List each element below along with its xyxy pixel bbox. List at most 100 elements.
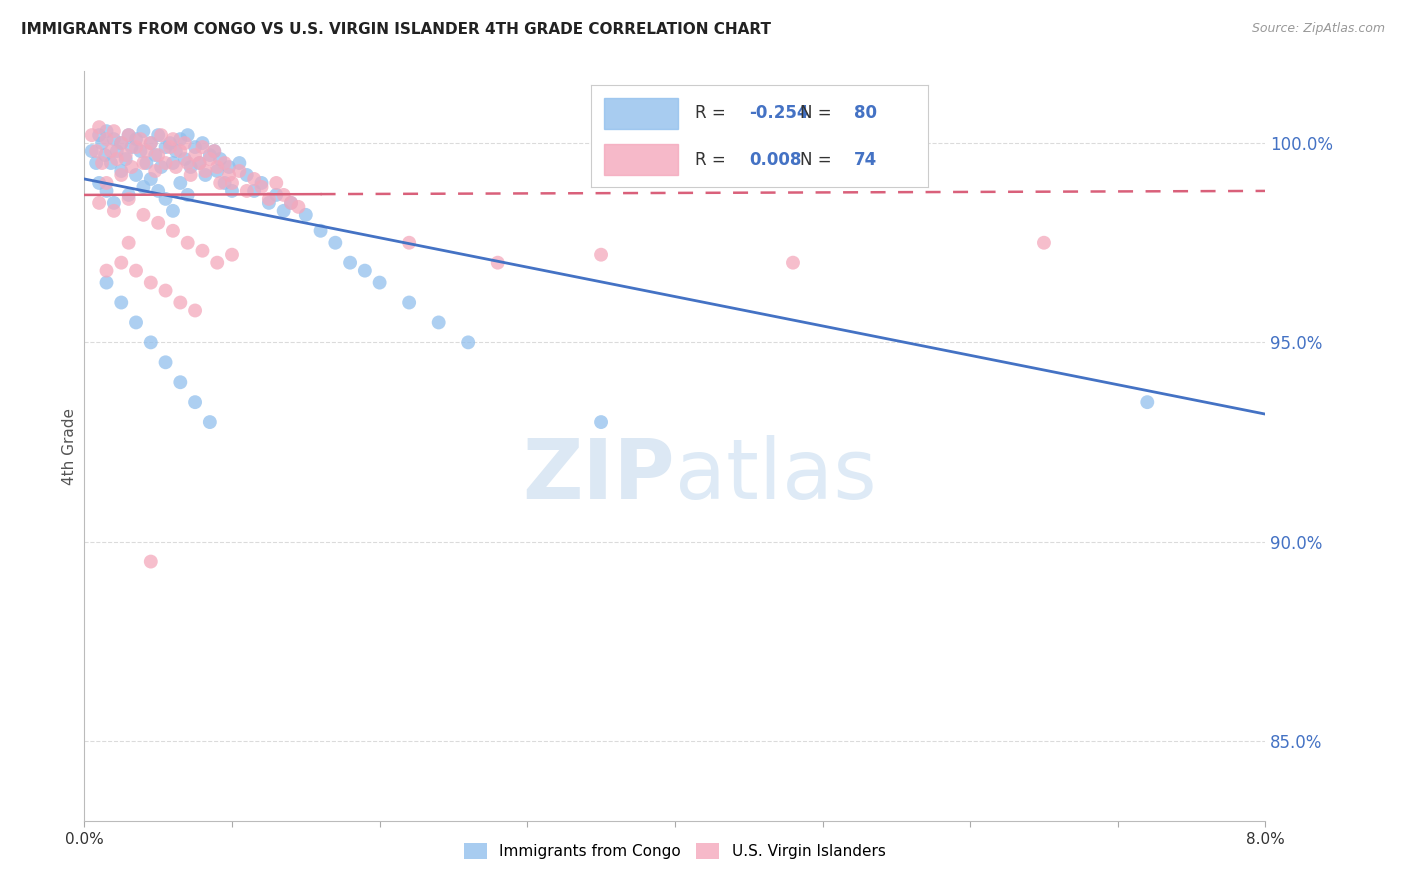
Text: R =: R = [695,151,731,169]
Point [591,415,613,429]
Point [125,132,148,146]
Point [150,160,173,174]
Point [228,164,250,178]
Point [207,164,229,178]
Point [191,140,214,154]
Point [148,128,170,142]
Point [96,263,118,277]
Text: ZIP: ZIP [523,435,675,516]
Point [169,144,191,158]
Point [209,176,232,190]
Legend: Immigrants from Congo, U.S. Virgin Islanders: Immigrants from Congo, U.S. Virgin Islan… [458,838,891,865]
Point [118,188,141,202]
Point [121,160,143,174]
Point [135,156,157,170]
Point [280,195,302,210]
Point [177,188,200,202]
Text: IMMIGRANTS FROM CONGO VS U.S. VIRGIN ISLANDER 4TH GRADE CORRELATION CHART: IMMIGRANTS FROM CONGO VS U.S. VIRGIN ISL… [21,22,770,37]
Point [139,172,162,186]
Text: 8.0%: 8.0% [1246,831,1285,847]
Point [214,156,236,170]
Point [148,148,170,162]
Point [84,156,107,170]
Point [209,152,232,166]
Point [266,188,288,202]
Point [125,140,148,154]
Point [110,168,132,182]
Point [273,203,295,218]
Point [184,148,207,162]
Point [191,136,214,150]
Point [165,144,187,158]
Point [287,200,309,214]
Point [250,176,273,190]
Point [323,235,347,250]
Point [169,132,191,146]
Point [110,255,132,269]
Point [486,255,509,269]
Point [184,140,207,154]
Point [94,148,117,162]
Text: 0.0%: 0.0% [65,831,104,847]
Text: 74: 74 [853,151,877,169]
Text: atlas: atlas [675,435,876,516]
Point [221,184,243,198]
Point [354,263,377,277]
Point [87,176,111,190]
Point [295,208,318,222]
Point [162,203,184,218]
Point [91,156,114,170]
Text: 0.008: 0.008 [749,151,801,169]
Point [236,184,259,198]
Point [173,152,195,166]
Point [169,295,191,310]
Point [162,224,184,238]
Point [1136,395,1159,409]
Point [118,235,141,250]
Point [148,216,170,230]
Point [96,132,118,146]
Point [591,248,613,262]
Point [207,255,229,269]
Point [309,224,332,238]
Point [162,132,184,146]
Point [139,555,162,569]
Point [129,144,152,158]
Point [139,136,162,150]
Point [132,124,155,138]
Point [202,144,225,158]
Point [266,176,288,190]
Point [368,276,391,290]
Point [129,132,152,146]
Point [143,164,166,178]
Point [457,335,479,350]
Point [110,164,132,178]
Point [159,136,181,150]
FancyBboxPatch shape [605,145,678,175]
Point [180,168,202,182]
Point [221,176,243,190]
Point [132,208,155,222]
Point [155,192,177,206]
Point [96,124,118,138]
Point [110,136,132,150]
Point [100,144,122,158]
Point [218,160,240,174]
Point [194,168,217,182]
Point [257,192,280,206]
Point [135,144,157,158]
Point [184,303,207,318]
Point [125,315,148,329]
Point [84,144,107,158]
Point [103,124,125,138]
Point [398,295,420,310]
Point [96,176,118,190]
Point [169,176,191,190]
Point [155,284,177,298]
Point [150,128,173,142]
Point [96,184,118,198]
Point [139,136,162,150]
Text: N =: N = [800,104,837,122]
Point [188,156,211,170]
Point [243,172,266,186]
